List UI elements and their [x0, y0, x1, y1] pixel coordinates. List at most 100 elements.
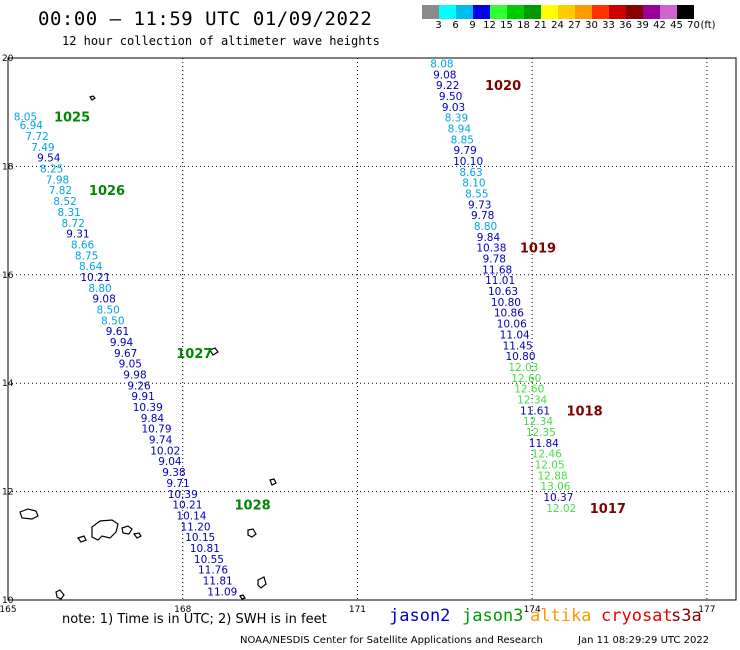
legend-label: 24: [551, 20, 564, 31]
points-layer: 8.056.947.727.499.548.257.987.828.528.31…: [14, 58, 577, 598]
timestamp-label: 1018: [566, 404, 602, 419]
wave-height-point: 10.86: [494, 308, 524, 320]
wave-height-point: 13.06: [540, 481, 570, 493]
wave-height-point: 9.08: [433, 69, 456, 81]
wave-height-point: 7.82: [49, 185, 72, 197]
wave-height-point: 9.84: [141, 413, 165, 425]
legend-label: 42: [653, 20, 666, 31]
footer-note: note: 1) Time is in UTC; 2) SWH is in fe…: [62, 612, 327, 627]
wave-height-point: 12.60: [514, 384, 544, 396]
legend-swatch: [626, 5, 643, 19]
wave-height-point: 10.10: [453, 156, 483, 168]
legend-label: 45: [670, 20, 683, 31]
island-outline: [91, 519, 119, 541]
legend-label: 6: [452, 20, 459, 31]
island-outline: [19, 508, 39, 520]
wave-height-point: 6.94: [20, 120, 44, 132]
wave-height-point: 9.54: [37, 153, 61, 165]
timestamp-label: 1028: [235, 499, 271, 514]
legend-label: 15: [500, 20, 513, 31]
wave-height-point: 12.60: [511, 373, 541, 385]
wave-height-point: 10.15: [185, 532, 215, 544]
legend-unit: (ft): [700, 20, 716, 31]
wave-height-point: 9.31: [66, 229, 89, 241]
wave-height-point: 12.46: [532, 449, 562, 461]
legend-label: 12: [483, 20, 496, 31]
timestamp-label: 1019: [520, 242, 556, 257]
legend-swatch: [660, 5, 677, 19]
wave-height-point: 11.45: [503, 340, 533, 352]
lat-tick-label: 20: [2, 54, 14, 64]
map-frame: [7, 57, 737, 601]
wave-height-point: 9.78: [471, 210, 494, 222]
lat-tick-label: 14: [2, 379, 14, 389]
lon-tick-label: 171: [349, 605, 366, 615]
satellite-label: jason2: [389, 606, 451, 626]
wave-height-point: 11.68: [482, 264, 512, 276]
wave-height-point: 12.34: [517, 394, 547, 406]
wave-height-point: 10.38: [476, 243, 506, 255]
wave-height-point: 7.49: [31, 142, 54, 154]
wave-height-point: 11.61: [520, 405, 550, 417]
wave-height-point: 9.38: [162, 467, 185, 479]
wave-height-point: 12.88: [538, 470, 568, 482]
wave-height-point: 12.34: [523, 416, 553, 428]
lon-tick-label: 174: [524, 605, 541, 615]
lat-tick-label: 18: [2, 162, 14, 172]
wave-height-point: 9.22: [436, 80, 459, 92]
island-outline: [132, 532, 142, 539]
wave-height-point: 9.78: [483, 254, 506, 266]
legend-swatch: [473, 5, 490, 19]
legend-label: 9: [469, 20, 476, 31]
legend-label: 21: [534, 20, 547, 31]
wave-height-point: 8.64: [79, 261, 103, 273]
wave-height-point: 10.55: [194, 554, 224, 566]
island-outline: [239, 594, 246, 600]
wave-height-point: 9.84: [477, 232, 501, 244]
wave-height-point: 11.01: [485, 275, 515, 287]
page-subtitle: 12 hour collection of altimeter wave hei…: [62, 34, 380, 48]
footer-generated-time: Jan 11 08:29:29 UTC 2022: [578, 635, 710, 646]
satellite-label: cryosat: [601, 606, 673, 626]
wave-height-point: 8.08: [430, 58, 453, 70]
wave-height-point: 9.98: [123, 370, 146, 382]
timestamps-layer: 1025 1026 1027 1028 1020 1019 1018 1017: [54, 79, 626, 517]
legend-swatch: [558, 5, 575, 19]
island-outline: [55, 589, 65, 600]
wave-height-point: 8.05: [14, 112, 37, 124]
legend-swatch: [592, 5, 609, 19]
legend-label: 18: [517, 20, 530, 31]
wave-height-point: 8.80: [474, 221, 497, 233]
timestamp-label: 1025: [54, 111, 90, 126]
wave-height-point: 7.72: [25, 131, 48, 143]
wave-height-point: 8.25: [40, 164, 63, 176]
wave-height-point: 8.94: [448, 123, 472, 135]
lat-tick-label: 10: [2, 596, 14, 606]
island-outline: [269, 478, 277, 486]
legend-label: 30: [585, 20, 598, 31]
wave-height-point: 11.04: [500, 329, 530, 341]
lat-tick-label: 12: [2, 488, 13, 498]
satellite-label: altika: [530, 606, 592, 626]
wave-height-point: 10.39: [133, 402, 163, 414]
wave-height-point: 8.55: [465, 189, 488, 201]
wave-height-point: 8.63: [459, 167, 482, 179]
axis-labels-layer: 165 168 171 174 177 20 18 16 14 12 10: [0, 54, 715, 615]
wave-height-point: 9.73: [468, 199, 491, 211]
legend-swatch: [541, 5, 558, 19]
legend-swatch: [677, 5, 694, 19]
footer-credit: NOAA/NESDIS Center for Satellite Applica…: [240, 635, 543, 646]
wave-height-point: 8.50: [96, 304, 119, 316]
lon-tick-label: 165: [0, 605, 17, 615]
lon-tick-label: 168: [174, 605, 191, 615]
legend-swatch: [643, 5, 660, 19]
wave-height-point: 10.21: [172, 500, 202, 512]
wave-height-point: 10.63: [488, 286, 518, 298]
wave-height-point: 12.05: [535, 460, 565, 472]
wave-height-point: 8.31: [57, 207, 80, 219]
wave-height-point: 10.81: [190, 543, 220, 555]
wave-height-point: 10.06: [497, 319, 527, 331]
island-outline: [257, 576, 267, 589]
wave-height-point: 11.81: [203, 575, 233, 587]
